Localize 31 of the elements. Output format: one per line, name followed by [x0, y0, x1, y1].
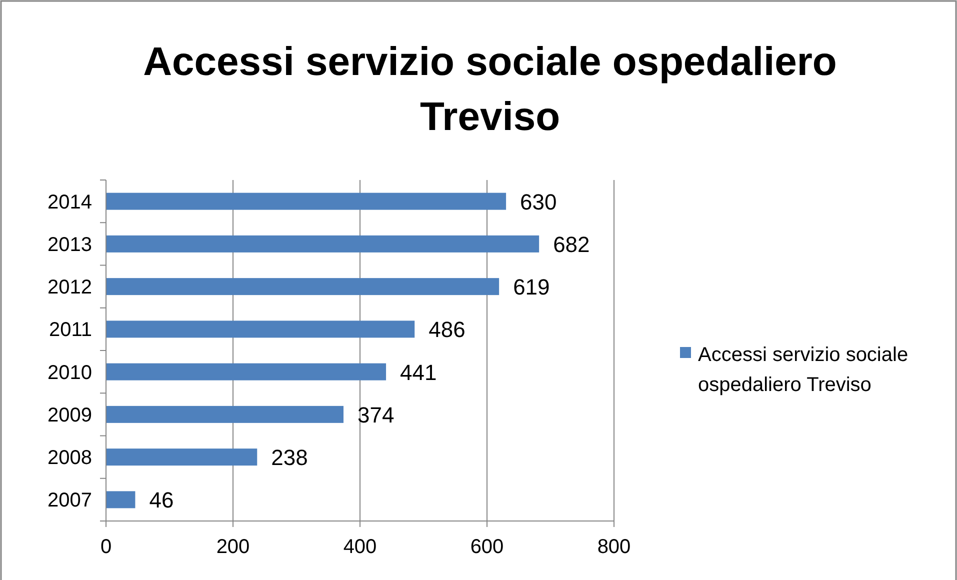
bar	[106, 363, 386, 380]
y-tick-label: 2010	[48, 362, 92, 384]
y-tick-label: 2014	[48, 191, 92, 214]
bar	[106, 320, 415, 338]
data-label: 374	[357, 402, 394, 428]
x-tick-label: 0	[100, 536, 112, 558]
x-tick-label: 600	[470, 536, 504, 558]
chart-title: Accessi servizio sociale ospedaliero Treviso	[143, 40, 837, 139]
data-label: 441	[400, 360, 437, 385]
y-tick-label: 2013	[48, 234, 92, 256]
data-label: 682	[553, 232, 590, 257]
bar	[106, 235, 540, 252]
x-tick-label: 800	[597, 536, 631, 558]
bar	[106, 491, 136, 508]
y-tick-label: 2008	[48, 447, 92, 470]
bar	[106, 278, 500, 296]
x-tick-label: 200	[216, 536, 250, 558]
data-label: 619	[513, 274, 550, 300]
bar	[106, 448, 258, 466]
y-tick-label: 2011	[48, 319, 92, 342]
data-label: 46	[149, 488, 174, 513]
bar	[106, 192, 506, 210]
data-label: 238	[271, 445, 308, 470]
legend-label: Accessi servizio sociale ospedaliero Treviso	[698, 344, 908, 396]
y-tick-label: 2012	[48, 276, 92, 299]
bar	[106, 406, 344, 423]
data-label: 486	[428, 317, 466, 342]
x-tick-label: 400	[343, 536, 377, 558]
data-label: 630	[520, 189, 557, 214]
y-tick-label: 2007	[48, 490, 92, 512]
y-tick-label: 2009	[48, 404, 92, 426]
